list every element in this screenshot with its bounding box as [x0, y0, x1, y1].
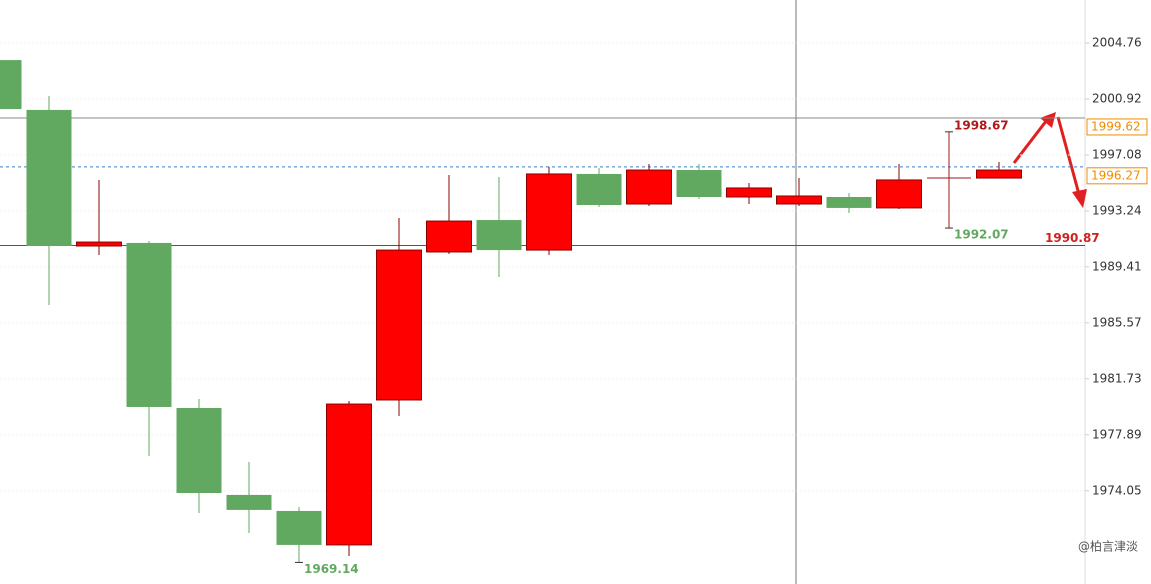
candle-body [126, 242, 172, 407]
candle-body [826, 196, 872, 208]
candle-body [0, 60, 22, 110]
y-tick-label: 2000.92 [1092, 92, 1142, 106]
candle-body [26, 109, 72, 246]
arrow-head [1040, 112, 1056, 128]
arrow [1056, 116, 1082, 199]
price-label-box [1086, 167, 1148, 185]
candle-body [976, 169, 1022, 179]
extreme-label: 1992.07 [954, 228, 1009, 242]
price-label-box [1086, 118, 1148, 136]
y-tick-label: 2004.76 [1092, 36, 1142, 50]
y-tick-label: 1993.24 [1092, 203, 1142, 217]
y-tick-label: 1997.08 [1092, 148, 1142, 162]
candle-body [226, 494, 272, 510]
price-label: 1990.87 [1045, 231, 1100, 245]
candle-body [426, 220, 472, 253]
candle-body [176, 407, 222, 494]
candle-body [376, 249, 422, 401]
candle-body [876, 179, 922, 209]
candle-body [76, 241, 122, 247]
candle-body [526, 173, 572, 251]
arrow-head [1072, 189, 1087, 208]
candle-body [326, 403, 372, 546]
y-tick-label: 1974.05 [1092, 483, 1142, 497]
candle-body [726, 187, 772, 198]
candle-body [576, 173, 622, 206]
arrow [1012, 115, 1052, 164]
extreme-label: 1998.67 [954, 118, 1009, 132]
extreme-label: 1969.14 [304, 562, 359, 576]
candle-body [676, 170, 722, 197]
candle-body [276, 510, 322, 545]
y-tick-label: 1985.57 [1092, 315, 1142, 329]
y-tick-label: 1977.89 [1092, 427, 1142, 441]
price-label: 1996.27 [1091, 168, 1141, 182]
candle-body [476, 220, 522, 251]
price-label: 1999.62 [1091, 119, 1141, 133]
candle-body [626, 169, 672, 205]
y-tick-label: 1989.41 [1092, 259, 1142, 273]
watermark: @柏言津淡 [1078, 539, 1138, 554]
y-tick-label: 1981.73 [1092, 371, 1142, 385]
candle-body [776, 195, 822, 205]
